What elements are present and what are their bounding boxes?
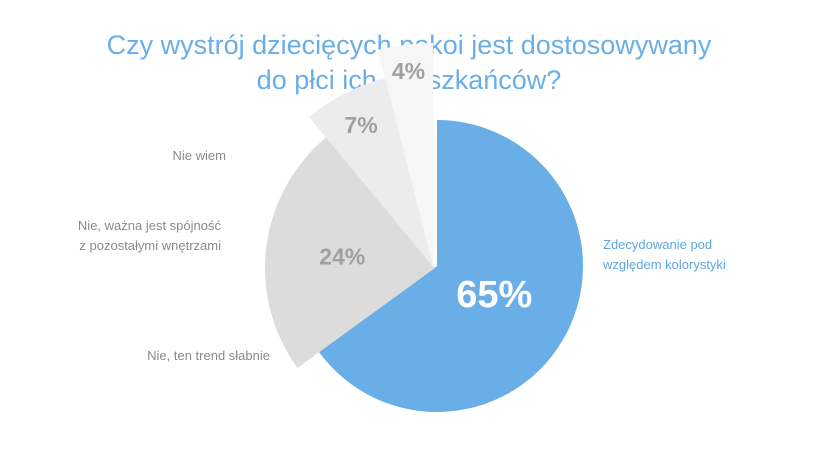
label-nie-wiem-line-1: Nie wiem <box>172 148 226 163</box>
pie-slice-spojnosc <box>309 78 434 268</box>
label-nie-wiem: Nie wiem <box>173 146 226 166</box>
pie-slice-trend-slabnie <box>264 137 435 368</box>
label-spojnosc-line-1: Nie, ważna jest spójność <box>77 218 221 233</box>
label-zdecydowanie-line-2: względem kolorystyki <box>603 257 726 272</box>
pie-slice-zdecydowanie <box>318 120 583 412</box>
label-spojnosc-line-2: z pozostałymi wnętrzami <box>79 238 221 253</box>
slice-value-nie-wiem: 4% <box>392 58 425 84</box>
pie-slice-nie-wiem <box>377 43 433 265</box>
label-trend-slabnie: Nie, ten trend słabnie <box>147 346 270 366</box>
label-spojnosc: Nie, ważna jest spójność z pozostałymi w… <box>78 216 221 256</box>
slice-value-trend-slabnie: 24% <box>319 243 365 269</box>
slice-value-spojnosc: 7% <box>344 112 377 138</box>
label-zdecydowanie-line-1: Zdecydowanie pod <box>603 237 713 252</box>
slice-value-zdecydowanie: 65% <box>456 274 532 316</box>
label-trend-slabnie-line-1: Nie, ten trend słabnie <box>147 348 270 363</box>
label-zdecydowanie: Zdecydowanie pod względem kolorystyki <box>603 235 726 275</box>
